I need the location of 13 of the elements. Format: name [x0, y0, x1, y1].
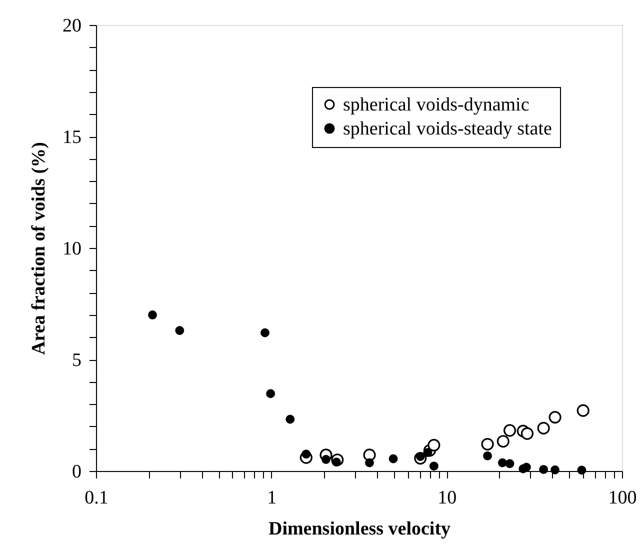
y-tick-label: 5	[72, 350, 82, 371]
y-tick-label: 0	[72, 462, 82, 482]
x-tick-label: 100	[608, 488, 637, 508]
y-tick-label: 10	[62, 238, 82, 260]
x-axis-title: Dimensionless velocity	[268, 518, 452, 540]
y-axis-title: Area fraction of voids (%)	[28, 142, 50, 355]
y-tick-label: 15	[62, 127, 82, 148]
x-tick-label: 0.1	[84, 488, 108, 508]
x-tick-label: 10	[438, 488, 457, 508]
x-tick-label: 1	[267, 488, 277, 508]
legend-label: spherical voids-dynamic	[343, 94, 530, 116]
y-tick-label: 20	[62, 16, 82, 36]
legend-label: spherical voids-steady state	[343, 118, 552, 140]
